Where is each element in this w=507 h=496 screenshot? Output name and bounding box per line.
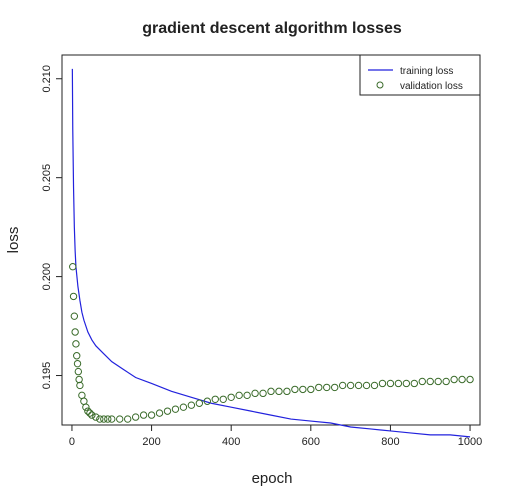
training-loss-line bbox=[71, 68, 471, 438]
plot-area-border bbox=[61, 54, 481, 426]
x-tick-label: 800 bbox=[381, 436, 399, 448]
validation-loss-point bbox=[211, 395, 219, 403]
y-tick-label: 0.210 bbox=[41, 65, 53, 93]
validation-loss-point bbox=[155, 409, 164, 417]
validation-loss-point bbox=[370, 381, 379, 390]
validation-loss-point bbox=[116, 415, 124, 423]
validation-loss-point bbox=[179, 403, 188, 411]
validation-loss-point bbox=[73, 352, 81, 360]
y-axis: 0.195 0.200 0.205 0.210 bbox=[41, 65, 62, 389]
validation-loss-point bbox=[147, 411, 156, 419]
legend: training loss validation loss bbox=[359, 54, 481, 96]
validation-loss-point bbox=[267, 387, 275, 396]
validation-loss-point bbox=[466, 375, 474, 384]
validation-loss-point bbox=[402, 379, 411, 388]
validation-loss-point bbox=[203, 397, 212, 405]
validation-loss-point bbox=[346, 381, 355, 390]
validation-loss-point bbox=[386, 379, 395, 388]
validation-loss-point bbox=[96, 415, 104, 423]
validation-loss-point bbox=[458, 375, 466, 384]
validation-loss-point bbox=[235, 391, 243, 400]
y-tick-label: 0.200 bbox=[41, 263, 53, 291]
validation-loss-point bbox=[131, 413, 140, 421]
validation-loss-point bbox=[78, 391, 86, 400]
validation-loss-point bbox=[195, 399, 204, 407]
validation-loss-point bbox=[92, 413, 100, 421]
validation-loss-point bbox=[76, 381, 84, 390]
x-tick-label: 1000 bbox=[458, 436, 482, 448]
validation-loss-point bbox=[69, 263, 77, 271]
y-tick-label: 0.195 bbox=[41, 362, 53, 390]
validation-loss-point bbox=[259, 389, 267, 398]
validation-loss-point bbox=[283, 387, 291, 396]
validation-loss-point bbox=[331, 383, 339, 392]
validation-loss-point bbox=[104, 415, 112, 423]
x-tick-label: 400 bbox=[222, 436, 240, 448]
validation-loss-point bbox=[275, 387, 283, 396]
validation-loss-point bbox=[426, 377, 434, 386]
validation-loss-point bbox=[86, 409, 94, 417]
validation-loss-point bbox=[72, 340, 80, 348]
validation-loss-point bbox=[418, 377, 426, 386]
validation-loss-point bbox=[354, 381, 363, 390]
x-axis: 0 200 400 600 800 1000 bbox=[69, 425, 482, 448]
validation-loss-point bbox=[69, 292, 78, 301]
validation-loss-point bbox=[251, 389, 259, 398]
legend-training-label: training loss bbox=[400, 66, 453, 77]
validation-loss-point bbox=[442, 377, 450, 386]
validation-loss-point bbox=[74, 367, 83, 376]
validation-loss-point bbox=[75, 375, 83, 384]
chart-title: gradient descent algorithm losses bbox=[142, 20, 402, 37]
validation-loss-point bbox=[323, 383, 331, 392]
validation-loss-point bbox=[139, 411, 148, 419]
validation-loss-point bbox=[82, 403, 90, 411]
validation-loss-point bbox=[299, 385, 307, 394]
validation-loss-point bbox=[243, 391, 251, 400]
legend-validation-marker bbox=[376, 81, 384, 89]
validation-loss-point bbox=[163, 407, 172, 415]
validation-loss-point bbox=[362, 381, 371, 390]
validation-loss-points bbox=[69, 263, 474, 423]
legend-validation-label: validation loss bbox=[400, 81, 463, 92]
validation-loss-point bbox=[410, 379, 419, 388]
x-tick-label: 600 bbox=[302, 436, 320, 448]
validation-loss-point bbox=[338, 381, 347, 390]
validation-loss-point bbox=[378, 379, 387, 388]
x-tick-label: 200 bbox=[142, 436, 160, 448]
validation-loss-point bbox=[219, 395, 227, 403]
validation-loss-point bbox=[171, 405, 180, 413]
validation-loss-point bbox=[88, 411, 96, 419]
validation-loss-point bbox=[108, 415, 116, 423]
validation-loss-point bbox=[84, 407, 92, 415]
validation-loss-point bbox=[123, 415, 132, 423]
x-tick-label: 0 bbox=[69, 436, 75, 448]
series-layer bbox=[69, 68, 474, 438]
x-axis-label: epoch bbox=[252, 470, 293, 487]
validation-loss-point bbox=[291, 385, 299, 394]
validation-loss-point bbox=[227, 393, 235, 401]
validation-loss-point bbox=[71, 328, 79, 336]
y-axis-label: loss bbox=[5, 227, 22, 254]
validation-loss-point bbox=[70, 312, 79, 320]
validation-loss-point bbox=[187, 401, 196, 409]
validation-loss-point bbox=[450, 375, 458, 384]
validation-loss-point bbox=[315, 383, 323, 392]
validation-loss-point bbox=[73, 359, 82, 368]
validation-loss-point bbox=[307, 385, 315, 394]
validation-loss-point bbox=[434, 377, 442, 386]
y-tick-label: 0.205 bbox=[41, 164, 53, 192]
validation-loss-point bbox=[394, 379, 403, 388]
validation-loss-point bbox=[100, 415, 108, 423]
